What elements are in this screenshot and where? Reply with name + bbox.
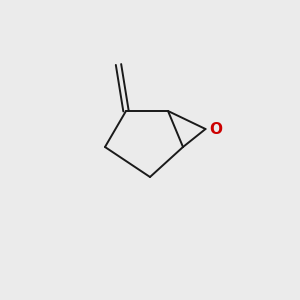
Text: O: O <box>209 122 222 136</box>
